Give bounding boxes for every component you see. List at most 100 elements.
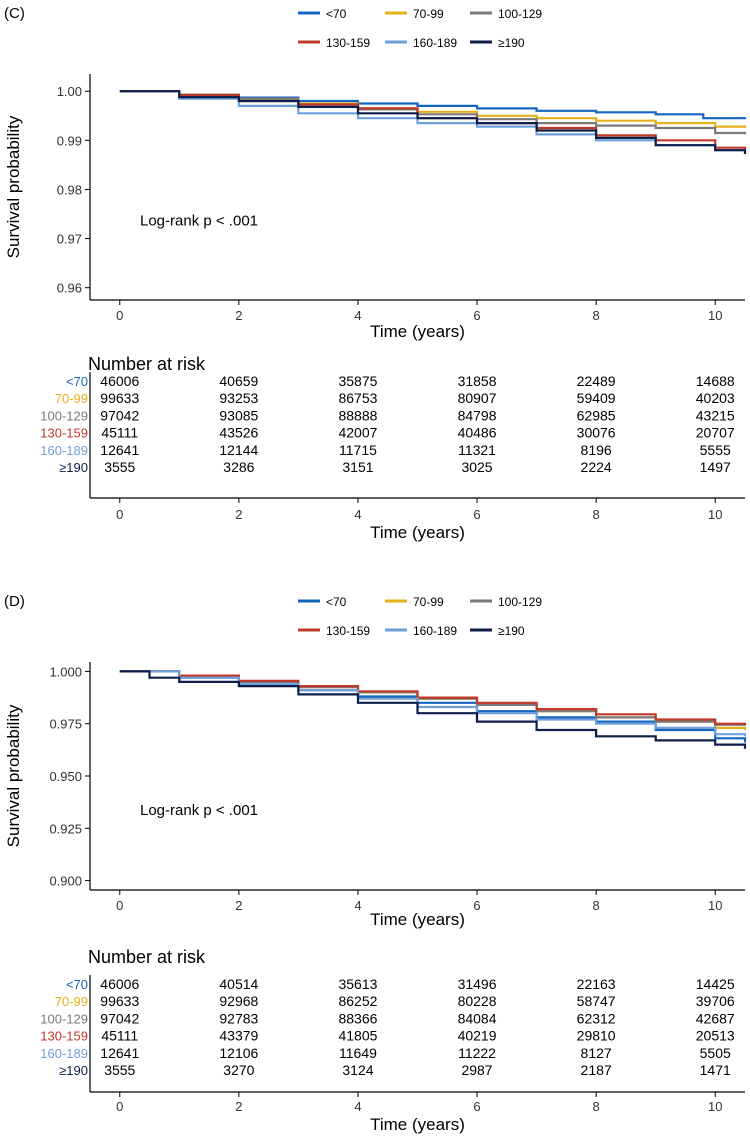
x-tick-label: 6 xyxy=(473,898,480,913)
risk-cell: 93085 xyxy=(219,407,258,423)
risk-cell: 5505 xyxy=(700,1045,731,1061)
risk-cell: 86753 xyxy=(338,390,377,406)
risk-cell: 3025 xyxy=(461,459,492,475)
risk-x-tick-label: 6 xyxy=(473,1099,480,1114)
risk-x-tick-label: 6 xyxy=(473,507,480,522)
risk-x-tick-label: 0 xyxy=(116,1099,123,1114)
risk-cell: 40486 xyxy=(458,425,497,441)
survival-curve xyxy=(119,90,747,155)
legend-label: 70-99 xyxy=(413,7,444,21)
risk-cell: 88366 xyxy=(338,1010,377,1026)
risk-cell: 20707 xyxy=(696,425,735,441)
risk-cell: 99633 xyxy=(100,390,139,406)
risk-cell: 42687 xyxy=(696,1010,735,1026)
x-tick-label: 4 xyxy=(354,898,361,913)
y-tick-label: 0.925 xyxy=(49,821,82,836)
risk-cell: 35875 xyxy=(338,373,377,389)
risk-cell: 3124 xyxy=(342,1062,373,1078)
risk-table-title: Number at risk xyxy=(88,354,206,374)
risk-x-tick-label: 10 xyxy=(708,1099,722,1114)
risk-cell: 97042 xyxy=(100,407,139,423)
y-tick-label: 0.975 xyxy=(49,717,82,732)
panel-0: (C) <70 70-99 100-129 130-159 160-189 ≥190 0.96… xyxy=(4,5,747,542)
risk-cell: 2187 xyxy=(581,1062,612,1078)
risk-cell: 12106 xyxy=(219,1045,258,1061)
risk-cell: 20513 xyxy=(696,1028,735,1044)
risk-x-tick-label: 4 xyxy=(354,507,361,522)
x-tick-label: 6 xyxy=(473,308,480,323)
y-tick-label: 0.950 xyxy=(49,769,82,784)
legend-label: 160-189 xyxy=(413,36,457,50)
risk-cell: 22163 xyxy=(577,976,616,992)
risk-row-label: 160-189 xyxy=(40,1046,88,1061)
risk-x-tick-label: 8 xyxy=(593,507,600,522)
risk-cell: 12144 xyxy=(219,442,258,458)
risk-x-tick-label: 0 xyxy=(116,507,123,522)
risk-cell: 42007 xyxy=(338,425,377,441)
risk-cell: 40203 xyxy=(696,390,735,406)
risk-cell: 40659 xyxy=(219,373,258,389)
y-tick-label: 1.000 xyxy=(49,664,82,679)
x-tick-label: 10 xyxy=(708,898,722,913)
y-axis-title: Survival probability xyxy=(4,704,23,847)
risk-x-tick-label: 2 xyxy=(235,1099,242,1114)
panel-1: (D) <70 70-99 100-129 130-159 160-189 ≥190 0.90… xyxy=(4,593,747,1134)
risk-cell: 41805 xyxy=(338,1028,377,1044)
risk-x-axis-title: Time (years) xyxy=(370,1115,465,1134)
panel-label: (C) xyxy=(4,5,25,22)
risk-cell: 86252 xyxy=(338,993,377,1009)
risk-row-label: 70-99 xyxy=(55,391,88,406)
risk-cell: 14425 xyxy=(696,976,735,992)
risk-row-label: 130-159 xyxy=(40,1029,88,1044)
risk-cell: 80907 xyxy=(458,390,497,406)
risk-row-label: 70-99 xyxy=(55,994,88,1009)
risk-cell: 43526 xyxy=(219,425,258,441)
risk-cell: 11222 xyxy=(458,1045,496,1061)
risk-cell: 62312 xyxy=(577,1010,616,1026)
risk-x-tick-label: 8 xyxy=(593,1099,600,1114)
legend-label: <70 xyxy=(326,7,347,21)
logrank-annotation: Log-rank p < .001 xyxy=(140,212,258,229)
y-tick-label: 0.900 xyxy=(49,874,82,889)
risk-row-label: 100-129 xyxy=(40,408,88,423)
risk-row-label: <70 xyxy=(66,977,88,992)
x-tick-label: 0 xyxy=(116,308,123,323)
y-tick-label: 0.97 xyxy=(57,232,82,247)
risk-cell: 3270 xyxy=(223,1062,254,1078)
x-tick-label: 4 xyxy=(354,308,361,323)
risk-cell: 31496 xyxy=(458,976,497,992)
risk-row-label: 100-129 xyxy=(40,1011,88,1026)
risk-cell: 40219 xyxy=(458,1028,497,1044)
y-tick-label: 0.98 xyxy=(57,182,82,197)
risk-cell: 3286 xyxy=(223,459,254,475)
y-axis-title: Survival probability xyxy=(4,115,23,258)
risk-cell: 12641 xyxy=(100,1045,139,1061)
x-axis-title: Time (years) xyxy=(370,322,465,341)
legend-label: 160-189 xyxy=(413,624,457,638)
survival-curve xyxy=(119,670,747,749)
risk-cell: 43215 xyxy=(696,407,735,423)
x-tick-label: 2 xyxy=(235,898,242,913)
risk-cell: 97042 xyxy=(100,1010,139,1026)
risk-cell: 11649 xyxy=(339,1045,377,1061)
risk-x-tick-label: 10 xyxy=(708,507,722,522)
risk-cell: 30076 xyxy=(577,425,616,441)
risk-cell: 11715 xyxy=(339,442,377,458)
risk-cell: 3555 xyxy=(104,459,135,475)
risk-cell: 62985 xyxy=(577,407,616,423)
risk-cell: 8127 xyxy=(581,1045,612,1061)
risk-row-label: 160-189 xyxy=(40,443,88,458)
x-tick-label: 10 xyxy=(708,308,722,323)
risk-cell: 43379 xyxy=(219,1028,258,1044)
risk-x-axis-title: Time (years) xyxy=(370,523,465,542)
legend-label: 70-99 xyxy=(413,595,444,609)
risk-row-label: ≥190 xyxy=(59,460,88,475)
legend-label: ≥190 xyxy=(498,624,525,638)
risk-x-tick-label: 2 xyxy=(235,507,242,522)
risk-row-label: <70 xyxy=(66,374,88,389)
risk-row-label: 130-159 xyxy=(40,426,88,441)
x-tick-label: 0 xyxy=(116,898,123,913)
y-tick-label: 0.99 xyxy=(57,133,82,148)
risk-cell: 22489 xyxy=(577,373,616,389)
